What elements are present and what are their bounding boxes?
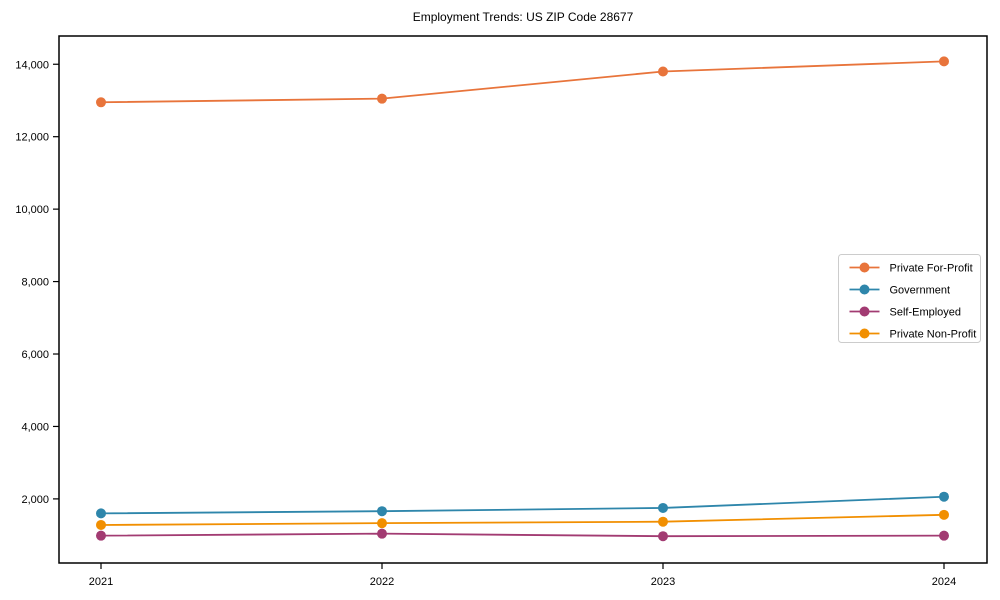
x-tick-label: 2022 (370, 576, 394, 588)
chart-title: Employment Trends: US ZIP Code 28677 (412, 10, 634, 24)
legend-item: Private Non-Profit (849, 328, 977, 341)
data-point-marker (96, 97, 106, 108)
data-point-marker (377, 518, 387, 529)
legend-label: Government (890, 285, 951, 297)
data-point-marker (96, 519, 106, 530)
data-point-marker (96, 530, 106, 541)
legend-marker-dot (859, 284, 870, 295)
y-tick-label: 4,000 (21, 421, 49, 433)
data-point-marker (939, 56, 949, 67)
y-tick-label: 6,000 (21, 349, 49, 361)
data-point-marker (377, 528, 387, 539)
y-tick-label: 8,000 (21, 277, 49, 289)
legend-label: Private For-Profit (890, 263, 973, 275)
x-tick-label: 2021 (89, 576, 113, 588)
x-tick-label: 2023 (651, 576, 675, 588)
legend-marker-dot (859, 262, 870, 273)
legend-item: Private For-Profit (849, 262, 973, 275)
legend-label: Private Non-Profit (890, 329, 977, 341)
series-line-private-non-profit (100, 513, 945, 526)
series-line-private-for-profit (100, 60, 945, 104)
legend-box (838, 254, 981, 343)
legend: Private For-Profit Government Self-Employe… (838, 254, 981, 343)
legend-item: Government (849, 284, 951, 297)
series-line-self-employed (100, 532, 945, 538)
legend-item: Self-Employed (849, 306, 962, 319)
legend-marker-dot (859, 328, 870, 339)
legend-label: Self-Employed (890, 307, 962, 319)
data-point-marker (658, 516, 668, 527)
y-tick-label: 14,000 (15, 59, 49, 71)
y-tick-label: 10,000 (15, 204, 49, 216)
data-point-marker (939, 530, 949, 541)
data-point-marker (939, 491, 949, 502)
y-tick-label: 12,000 (15, 132, 49, 144)
x-tick-label: 2024 (932, 576, 956, 588)
data-point-marker (658, 502, 668, 513)
data-point-marker (658, 66, 668, 77)
data-point-marker (658, 531, 668, 542)
data-point-marker (377, 506, 387, 517)
series-line-government (100, 495, 945, 515)
legend-marker-dot (859, 306, 870, 317)
data-point-marker (96, 508, 106, 519)
data-point-marker (939, 509, 949, 520)
plot-border (58, 35, 988, 564)
data-point-marker (377, 93, 387, 104)
y-tick-label: 2,000 (21, 494, 49, 506)
